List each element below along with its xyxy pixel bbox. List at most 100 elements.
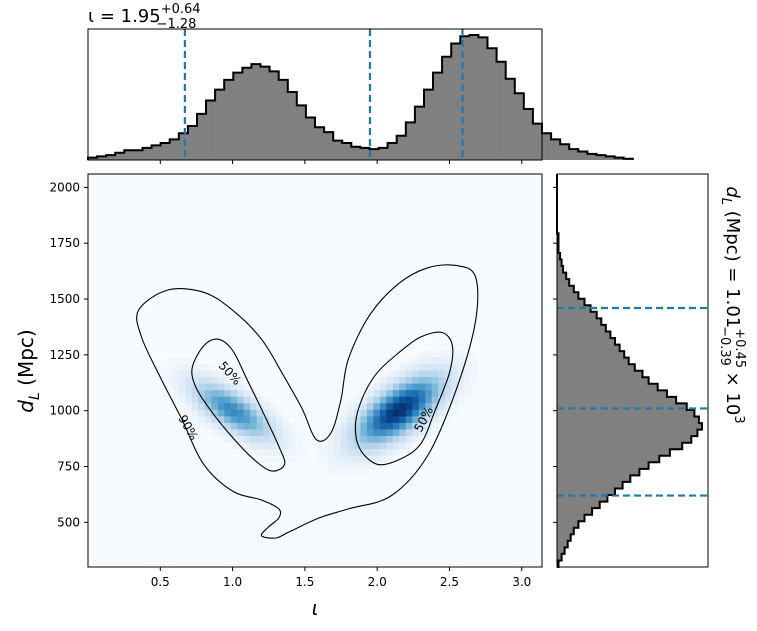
heatmap-cell bbox=[425, 363, 433, 372]
heatmap-cell bbox=[295, 449, 303, 457]
heatmap-cell bbox=[327, 462, 336, 470]
heatmap-cell bbox=[405, 370, 413, 378]
heatmap-cell bbox=[353, 396, 361, 404]
heatmap-cell bbox=[340, 455, 349, 463]
x-tick-label: 2.5 bbox=[440, 575, 459, 589]
heatmap-cell bbox=[379, 422, 387, 431]
right-hist-outline bbox=[556, 174, 703, 568]
heatmap-cell bbox=[373, 396, 381, 404]
heatmap-cell bbox=[250, 449, 258, 457]
right-hist-bar bbox=[557, 449, 670, 457]
heatmap-cell bbox=[425, 396, 433, 404]
heatmap-cell bbox=[405, 377, 413, 385]
top-hist-bar bbox=[278, 79, 289, 160]
heatmap-cell bbox=[282, 455, 290, 463]
top-hist-bar bbox=[478, 37, 488, 160]
heatmap-cell bbox=[243, 422, 251, 431]
contour-50-right bbox=[354, 331, 454, 466]
heatmap-cell bbox=[431, 396, 439, 404]
heatmap-cell bbox=[386, 442, 394, 450]
heatmap-cell bbox=[191, 370, 199, 378]
heatmap-cell bbox=[185, 403, 193, 411]
heatmap-cell bbox=[379, 377, 387, 385]
heatmap-cell bbox=[379, 436, 387, 444]
heatmap-cell bbox=[230, 396, 238, 404]
top-title-sup: +0.64 bbox=[161, 2, 201, 17]
heatmap-cell bbox=[379, 462, 387, 470]
heatmap-cell bbox=[165, 390, 173, 398]
x-tick-label: 1.0 bbox=[223, 575, 242, 589]
heatmap-cell bbox=[399, 429, 407, 437]
heatmap-cell bbox=[425, 409, 433, 417]
heatmap-cell bbox=[230, 403, 238, 411]
top-hist-bar bbox=[551, 139, 561, 160]
heatmap-cell bbox=[289, 422, 297, 431]
heatmap-cell bbox=[386, 422, 394, 431]
heatmap-cell bbox=[399, 449, 407, 457]
heatmap-cell bbox=[438, 370, 446, 378]
heatmap-cell bbox=[425, 436, 433, 444]
heatmap-cell bbox=[315, 449, 323, 457]
heatmap-cell bbox=[418, 396, 426, 404]
heatmap-cell bbox=[243, 396, 251, 404]
heatmap-cell bbox=[457, 396, 465, 404]
top-hist-bar bbox=[97, 156, 107, 160]
heatmap-cell bbox=[353, 442, 361, 450]
heatmap-cell bbox=[327, 455, 336, 463]
heatmap-cell bbox=[379, 442, 387, 450]
heatmap-cell bbox=[165, 377, 173, 385]
heatmap-cell bbox=[217, 403, 225, 411]
heatmap-cell bbox=[172, 357, 180, 365]
right-hist-bar bbox=[557, 508, 593, 515]
heatmap-cell bbox=[289, 436, 297, 444]
heatmap-cell bbox=[185, 390, 193, 398]
heatmap-cell bbox=[204, 377, 212, 385]
heatmap-cell bbox=[185, 363, 193, 372]
heatmap-cell bbox=[191, 390, 199, 398]
heatmap-cell bbox=[438, 344, 446, 352]
heatmap-cell bbox=[412, 436, 420, 444]
heatmap-cell bbox=[217, 390, 225, 398]
right-title-exp: 3 bbox=[731, 415, 746, 423]
heatmap-cell bbox=[379, 449, 387, 457]
heatmap-cell bbox=[470, 350, 478, 358]
contour-lines bbox=[136, 264, 479, 539]
top-hist-bar bbox=[351, 146, 361, 160]
heatmap-cell bbox=[347, 396, 355, 404]
right-panel-frame bbox=[556, 173, 709, 568]
heatmap-cell bbox=[178, 357, 186, 365]
top-title-sub: −1.28 bbox=[157, 17, 197, 32]
heatmap-cell bbox=[470, 370, 478, 378]
right-histogram bbox=[556, 174, 703, 568]
heatmap-cell bbox=[399, 357, 407, 365]
right-hist-bar bbox=[557, 455, 660, 463]
heatmap-cell bbox=[327, 436, 336, 444]
heatmap-cell bbox=[256, 396, 264, 404]
y-axis-label: dL (Mpc) bbox=[14, 329, 43, 412]
top-hist-bar bbox=[369, 149, 379, 160]
heatmap-cell bbox=[178, 403, 186, 411]
heatmap-cell bbox=[412, 377, 420, 385]
heatmap-cell bbox=[334, 449, 342, 457]
heatmap-cell bbox=[347, 416, 355, 424]
heatmap-cell bbox=[250, 436, 258, 444]
heatmap-cell bbox=[334, 416, 342, 424]
heatmap-cell bbox=[250, 403, 258, 411]
heatmap-cell bbox=[412, 403, 420, 411]
heatmap-cell bbox=[250, 409, 258, 417]
top-hist-bar bbox=[124, 150, 134, 160]
y-tick-label: 1250 bbox=[49, 348, 80, 362]
heatmap-cell bbox=[418, 416, 426, 424]
y-tick-label: 750 bbox=[57, 460, 80, 474]
heatmap-cell bbox=[340, 416, 349, 424]
heatmap-cell bbox=[373, 442, 381, 450]
heatmap-cell bbox=[217, 383, 225, 391]
heatmap-cell bbox=[379, 416, 387, 424]
heatmap-cell bbox=[412, 370, 420, 378]
heatmap-cell bbox=[198, 403, 206, 411]
y-tick-label: 1500 bbox=[49, 292, 80, 306]
heatmap-cell bbox=[340, 436, 349, 444]
top-hist-bar bbox=[596, 155, 606, 160]
right-hist-bar bbox=[557, 279, 570, 286]
heatmap-cell bbox=[425, 403, 433, 411]
